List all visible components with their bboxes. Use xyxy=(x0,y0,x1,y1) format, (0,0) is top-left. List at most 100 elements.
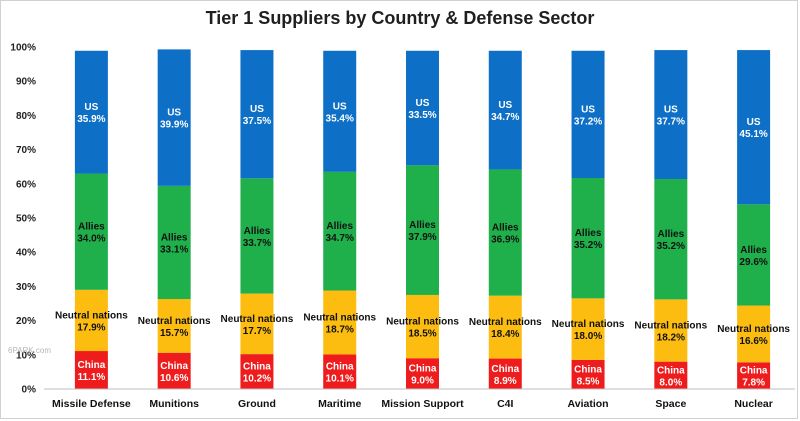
data-label-series: Neutral nations xyxy=(469,317,542,328)
bar-segment-allies xyxy=(323,171,357,291)
data-label-value: 37.2% xyxy=(574,116,602,127)
bar-segment-china xyxy=(74,351,108,389)
bar-segment-us xyxy=(157,49,191,186)
bar-segment-allies xyxy=(654,179,688,300)
y-tick-label: 80% xyxy=(16,111,36,122)
bar-segment-neutral-nations xyxy=(737,305,771,363)
x-category-label: C4I xyxy=(497,398,513,410)
bar-segment-neutral-nations xyxy=(571,298,605,360)
data-label-series: Neutral nations xyxy=(303,312,376,323)
data-label-series: US xyxy=(664,105,678,116)
bar-segment-allies xyxy=(488,169,522,296)
y-tick-label: 0% xyxy=(22,385,37,396)
bar-segment-neutral-nations xyxy=(488,295,522,359)
bar-segment-neutral-nations xyxy=(240,293,274,355)
chart-title: Tier 1 Suppliers by Country & Defense Se… xyxy=(205,8,595,28)
data-label-value: 18.7% xyxy=(326,324,354,335)
x-category-label: Maritime xyxy=(318,398,361,410)
data-label-value: 10.1% xyxy=(326,374,354,385)
data-label-series: China xyxy=(574,364,602,375)
bar-segment-china xyxy=(737,362,771,389)
x-category-label: Aviation xyxy=(568,398,609,410)
watermark: 6PARK.com xyxy=(8,346,51,355)
bar-segment-china xyxy=(240,354,274,389)
data-label-series: Allies xyxy=(161,232,188,243)
data-label-series: Neutral nations xyxy=(55,310,128,321)
bar-segment-us xyxy=(240,50,274,179)
bar-segment-us xyxy=(488,50,522,170)
data-label-series: China xyxy=(160,361,188,372)
data-label-series: Allies xyxy=(244,226,271,237)
bar-segment-allies xyxy=(406,165,439,295)
data-label-series: Neutral nations xyxy=(634,321,707,332)
y-tick-label: 100% xyxy=(10,43,36,54)
data-label-value: 16.6% xyxy=(739,336,767,347)
data-label-series: Allies xyxy=(657,229,684,240)
bar-segment-china xyxy=(654,361,688,389)
data-label-series: US xyxy=(250,104,264,115)
data-label-series: Allies xyxy=(492,223,519,234)
data-label-series: Allies xyxy=(740,245,767,256)
bar-segment-allies xyxy=(240,178,274,294)
data-label-series: Allies xyxy=(78,222,105,233)
data-label-series: China xyxy=(326,362,354,373)
bar-segment-us xyxy=(571,50,605,178)
bar-segment-china xyxy=(406,358,439,389)
data-label-value: 11.1% xyxy=(77,372,105,383)
bar-segment-china xyxy=(488,358,522,389)
data-label-series: China xyxy=(243,362,271,373)
data-label-value: 8.5% xyxy=(577,376,600,387)
bar-segment-us xyxy=(654,50,688,180)
data-label-series: Neutral nations xyxy=(552,319,625,330)
bar-segment-neutral-nations xyxy=(654,299,688,362)
bar-segment-neutral-nations xyxy=(406,294,439,359)
data-label-series: US xyxy=(581,104,595,115)
data-label-value: 17.9% xyxy=(77,322,105,333)
data-label-series: Allies xyxy=(575,228,602,239)
data-label-value: 10.2% xyxy=(243,374,271,385)
x-category-label: Missile Defense xyxy=(52,398,131,410)
data-label-value: 36.9% xyxy=(491,235,519,246)
data-label-value: 34.7% xyxy=(326,233,354,244)
bar-segment-us xyxy=(323,50,357,172)
x-category-label: Munitions xyxy=(149,398,199,410)
data-label-value: 8.9% xyxy=(494,376,517,387)
data-label-value: 37.9% xyxy=(408,232,436,243)
data-label-series: China xyxy=(740,366,768,377)
data-label-series: US xyxy=(84,102,98,113)
data-label-series: China xyxy=(491,364,519,375)
data-label-series: US xyxy=(498,100,512,111)
data-label-value: 10.6% xyxy=(160,373,188,384)
bar-segment-us xyxy=(406,50,439,166)
data-label-value: 34.0% xyxy=(77,234,105,245)
data-label-value: 15.7% xyxy=(160,328,188,339)
x-category-label: Nuclear xyxy=(734,398,773,410)
data-label-value: 8.0% xyxy=(659,377,682,388)
data-label-series: China xyxy=(409,364,437,375)
data-label-value: 34.7% xyxy=(491,112,519,123)
data-label-value: 18.0% xyxy=(574,331,602,342)
bar-segment-us xyxy=(74,50,108,174)
x-category-label: Mission Support xyxy=(381,398,464,410)
bar-segment-us xyxy=(737,50,771,205)
bar-segment-neutral-nations xyxy=(74,289,108,352)
data-label-series: Neutral nations xyxy=(386,317,459,328)
data-label-series: US xyxy=(747,117,761,128)
data-label-value: 35.4% xyxy=(326,113,354,124)
data-label-series: Neutral nations xyxy=(717,324,790,335)
bar-segment-allies xyxy=(737,204,771,306)
data-label-value: 35.9% xyxy=(77,114,105,125)
data-label-value: 18.4% xyxy=(491,329,519,340)
data-label-value: 37.7% xyxy=(657,117,685,128)
data-label-value: 37.5% xyxy=(243,116,271,127)
bar-segment-neutral-nations xyxy=(157,299,191,353)
y-tick-label: 40% xyxy=(16,248,36,259)
bar-segment-allies xyxy=(74,173,108,290)
data-label-value: 29.6% xyxy=(739,257,767,268)
data-label-value: 33.7% xyxy=(243,238,271,249)
y-tick-label: 90% xyxy=(16,77,36,88)
data-label-value: 39.9% xyxy=(160,120,188,131)
y-tick-label: 70% xyxy=(16,145,36,156)
